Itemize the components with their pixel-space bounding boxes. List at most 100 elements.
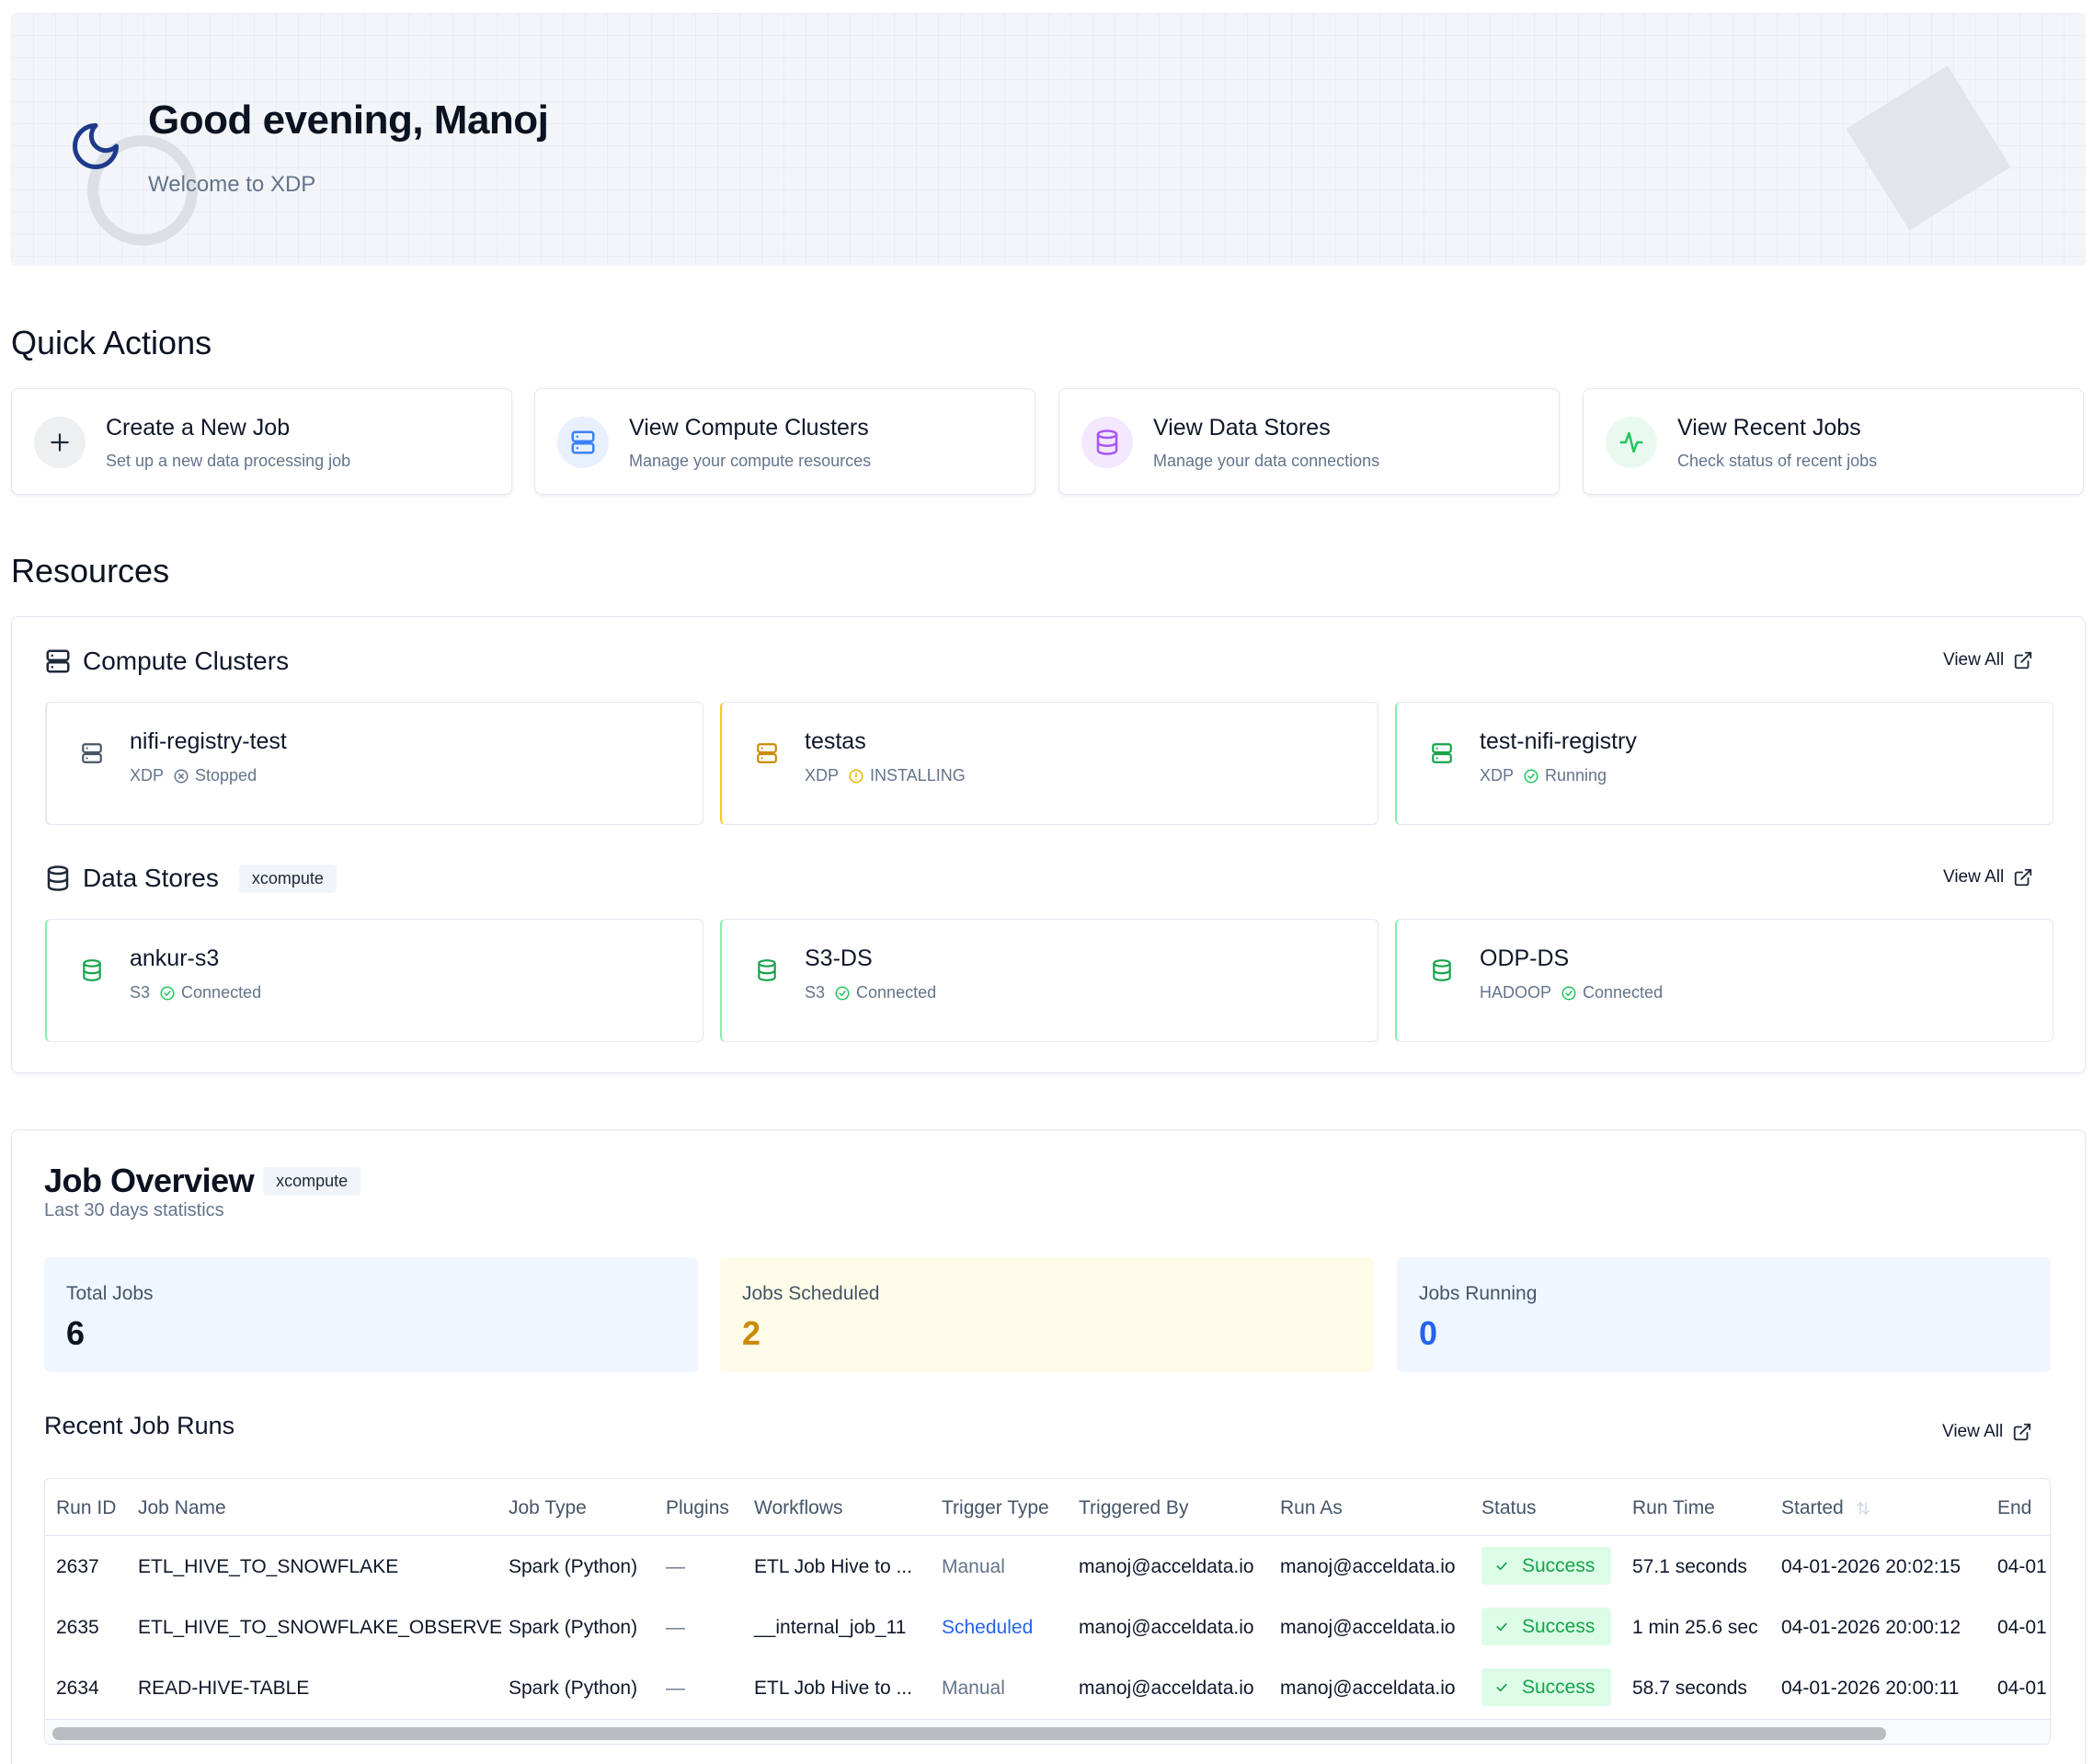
recent-job-runs-table: Run ID Job Name Job Type Plugins Workflo…: [44, 1478, 2051, 1745]
cluster-type: XDP: [130, 766, 165, 785]
view-recent-jobs-card[interactable]: View Recent Jobs Check status of recent …: [1583, 388, 2084, 495]
stat-value: 2: [742, 1314, 761, 1352]
cluster-status: INSTALLING: [870, 766, 966, 785]
column-header-label: Started: [1781, 1497, 1844, 1518]
data-stores-title: Data Stores: [83, 864, 219, 892]
cell-trigger-type: Manual: [942, 1678, 1005, 1699]
status-label: Success: [1522, 1615, 1595, 1637]
cell-started: 04-01-2026 20:02:15: [1781, 1556, 1961, 1577]
cell-run-id: 2635: [56, 1617, 99, 1638]
card-title: View Data Stores: [1153, 415, 1331, 441]
database-icon: [758, 959, 776, 981]
workspace-badge: xcompute: [238, 864, 337, 893]
cluster-status: Stopped: [195, 766, 257, 785]
check-icon: [1496, 1683, 1507, 1691]
cluster-type: XDP: [1480, 766, 1515, 785]
activity-icon: [1606, 417, 1657, 468]
sort-icon[interactable]: [1855, 1500, 1871, 1517]
datastore-name: ankur-s3: [130, 945, 220, 971]
cell-trigger-type: Manual: [942, 1556, 1005, 1577]
view-data-stores-card[interactable]: View Data Stores Manage your data connec…: [1058, 388, 1560, 495]
quick-actions-title: Quick Actions: [11, 324, 212, 361]
compute-view-all-link[interactable]: View All: [1943, 650, 2033, 670]
datastore-type: S3: [805, 983, 826, 1002]
cell-run-time: 57.1 seconds: [1632, 1556, 1747, 1577]
external-link-icon: [2015, 868, 2032, 887]
datastores-view-all-link[interactable]: View All: [1943, 867, 2033, 888]
database-icon: [1433, 959, 1451, 981]
cluster-name: test-nifi-registry: [1480, 728, 1637, 754]
datastore-card[interactable]: ODP-DS HADOOP Connected: [1395, 919, 2053, 1042]
data-stores-header: Data Stores xcompute: [44, 864, 337, 893]
stat-value: 0: [1419, 1314, 1438, 1352]
cluster-name: nifi-registry-test: [130, 728, 287, 754]
column-header-run-id[interactable]: Run ID: [56, 1497, 117, 1518]
check-icon: [1496, 1562, 1507, 1570]
status-badge: Success: [1481, 1668, 1611, 1706]
status-label: Success: [1522, 1676, 1595, 1698]
view-compute-clusters-card[interactable]: View Compute Clusters Manage your comput…: [534, 388, 1035, 495]
cell-run-as: manoj@acceldata.io: [1280, 1678, 1456, 1699]
card-title: View Recent Jobs: [1677, 415, 1861, 441]
external-link-icon: [2015, 651, 2032, 670]
check-circle-icon: [835, 986, 850, 1000]
recent-jobs-view-all-link[interactable]: View All: [1942, 1422, 2032, 1442]
datastore-name: S3-DS: [805, 945, 873, 971]
create-job-card[interactable]: Create a New Job Set up a new data proce…: [11, 388, 512, 495]
column-header-run-time[interactable]: Run Time: [1632, 1497, 1715, 1518]
cell-started: 04-01-2026 20:00:12: [1781, 1617, 1961, 1638]
cluster-status: Running: [1545, 766, 1607, 785]
header-divider: [45, 1535, 2050, 1536]
welcome-text: Welcome to XDP: [148, 172, 316, 197]
status-label: Success: [1522, 1554, 1595, 1576]
column-header-workflows[interactable]: Workflows: [754, 1497, 843, 1518]
column-header-job-type[interactable]: Job Type: [509, 1497, 587, 1518]
cluster-card[interactable]: test-nifi-registry XDP Running: [1395, 702, 2053, 825]
decorative-shape: [1846, 65, 2011, 231]
welcome-banner: Good evening, Manoj Welcome to XDP: [11, 13, 2086, 266]
card-title: View Compute Clusters: [629, 415, 869, 441]
datastore-meta: HADOOP Connected: [1480, 983, 1663, 1002]
check-circle-icon: [1561, 986, 1576, 1000]
horizontal-scrollbar[interactable]: [45, 1719, 2050, 1744]
datastore-card[interactable]: S3-DS S3 Connected: [720, 919, 1378, 1042]
cell-job-type: Spark (Python): [509, 1556, 638, 1577]
datastore-status: Connected: [1583, 983, 1664, 1002]
card-subtitle: Manage your data connections: [1153, 452, 1380, 470]
cell-job-name: READ-HIVE-TABLE: [138, 1678, 310, 1699]
column-header-run-as[interactable]: Run As: [1280, 1497, 1343, 1518]
column-header-job-name[interactable]: Job Name: [138, 1497, 226, 1518]
datastore-status: Connected: [856, 983, 937, 1002]
cell-plugins: —: [666, 1556, 685, 1577]
cell-run-time: 1 min 25.6 sec: [1632, 1617, 1758, 1638]
column-header-end[interactable]: End: [1997, 1497, 2032, 1518]
compute-clusters-header: Compute Clusters: [44, 647, 289, 676]
cluster-card[interactable]: nifi-registry-test XDP Stopped: [45, 702, 703, 825]
column-header-started[interactable]: Started: [1781, 1497, 1871, 1519]
datastore-type: HADOOP: [1480, 983, 1552, 1002]
status-badge: Success: [1481, 1608, 1611, 1645]
datastore-card[interactable]: ankur-s3 S3 Connected: [45, 919, 703, 1042]
database-icon: [47, 865, 69, 891]
jobs-running-stat: Jobs Running 0: [1397, 1257, 2051, 1372]
job-overview-subtitle: Last 30 days statistics: [44, 1200, 224, 1220]
cluster-card[interactable]: testas XDP INSTALLING: [720, 702, 1378, 825]
cell-triggered-by: manoj@acceldata.io: [1079, 1678, 1254, 1699]
stat-label: Total Jobs: [66, 1283, 154, 1304]
column-header-trigger-type[interactable]: Trigger Type: [942, 1497, 1049, 1518]
column-header-status[interactable]: Status: [1481, 1497, 1537, 1518]
recent-job-runs-title: Recent Job Runs: [44, 1412, 235, 1439]
cell-started: 04-01-2026 20:00:11: [1781, 1678, 1960, 1699]
scrollbar-thumb[interactable]: [52, 1727, 1886, 1740]
column-header-triggered-by[interactable]: Triggered By: [1079, 1497, 1189, 1518]
view-all-label: View All: [1942, 1422, 2004, 1441]
cell-run-as: manoj@acceldata.io: [1280, 1617, 1456, 1638]
card-subtitle: Check status of recent jobs: [1677, 452, 1878, 470]
check-circle-icon: [160, 986, 175, 1000]
cell-run-as: manoj@acceldata.io: [1280, 1556, 1456, 1577]
column-header-plugins[interactable]: Plugins: [666, 1497, 729, 1518]
check-circle-icon: [1524, 769, 1538, 783]
plus-icon: [34, 417, 86, 468]
datastore-type: S3: [130, 983, 151, 1002]
